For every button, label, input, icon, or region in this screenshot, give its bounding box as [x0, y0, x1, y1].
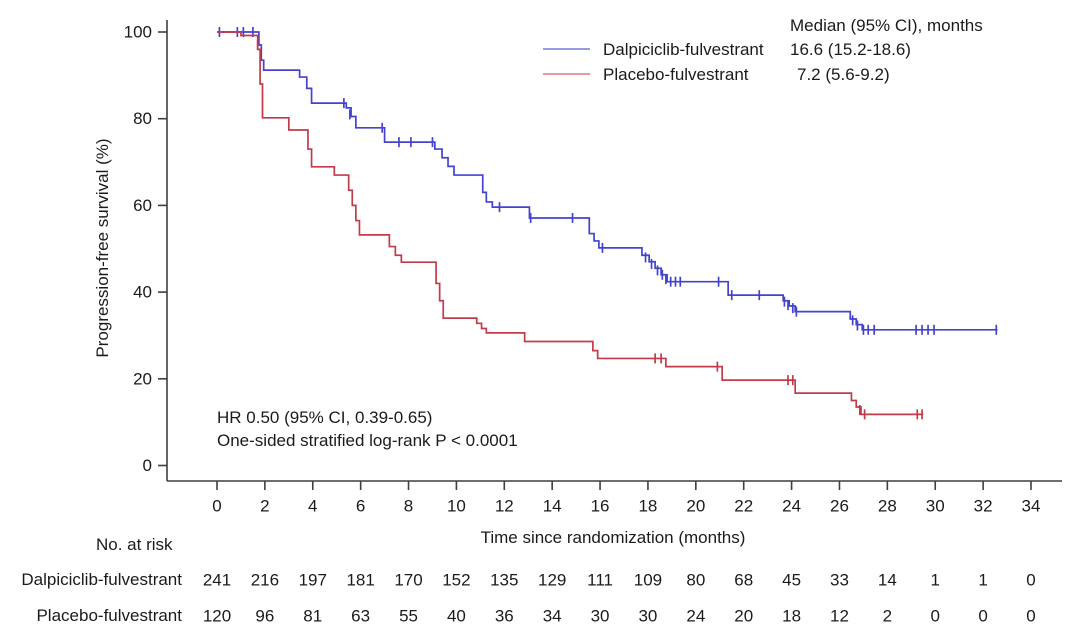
risk-value: 111	[587, 571, 613, 590]
risk-value: 55	[399, 607, 418, 626]
x-tick-label: 20	[686, 497, 705, 516]
x-tick-label: 0	[212, 497, 221, 516]
risk-value: 33	[830, 571, 849, 590]
risk-value: 120	[203, 607, 231, 626]
risk-value: 216	[251, 571, 279, 590]
x-tick-label: 18	[638, 497, 657, 516]
x-tick-label: 16	[591, 497, 610, 516]
y-tick-label: 100	[124, 23, 152, 42]
y-tick-label: 20	[133, 369, 152, 388]
legend-line-dalpiciclib	[543, 48, 590, 50]
risk-value: 30	[591, 607, 610, 626]
risk-row-label-placebo: Placebo-fulvestrant	[36, 606, 182, 625]
risk-value: 0	[931, 607, 940, 626]
risk-table-title: No. at risk	[96, 535, 173, 554]
x-tick-label: 24	[782, 497, 801, 516]
risk-value: 152	[442, 571, 470, 590]
risk-value: 241	[203, 571, 231, 590]
risk-value: 96	[255, 607, 274, 626]
x-tick-label: 14	[543, 497, 562, 516]
x-tick-label: 34	[1022, 497, 1041, 516]
legend-label-placebo: Placebo-fulvestrant	[603, 65, 749, 84]
risk-value: 135	[490, 571, 518, 590]
y-tick-label: 60	[133, 196, 152, 215]
y-tick-label: 80	[133, 109, 152, 128]
legend-label-dalpiciclib: Dalpiciclib-fulvestrant	[603, 40, 764, 59]
x-tick-label: 10	[447, 497, 466, 516]
risk-value: 68	[734, 571, 753, 590]
y-tick-label: 0	[143, 456, 152, 475]
x-tick-label: 28	[878, 497, 897, 516]
legend-median-placebo: 7.2 (5.6-9.2)	[797, 65, 890, 84]
risk-value: 80	[686, 571, 705, 590]
risk-value: 129	[538, 571, 566, 590]
risk-value: 14	[878, 571, 897, 590]
x-tick-label: 12	[495, 497, 514, 516]
risk-value: 45	[782, 571, 801, 590]
x-tick-label: 2	[260, 497, 269, 516]
x-tick-label: 22	[734, 497, 753, 516]
y-axis-title: Progression-free survival (%)	[93, 138, 112, 358]
legend-median-dalpiciclib: 16.6 (15.2-18.6)	[790, 40, 911, 59]
risk-value: 181	[346, 571, 374, 590]
hr-annotation-line1: HR 0.50 (95% CI, 0.39-0.65)	[217, 408, 433, 427]
risk-value: 36	[495, 607, 514, 626]
x-tick-label: 8	[404, 497, 413, 516]
legend-line-placebo	[543, 73, 590, 75]
risk-value: 20	[734, 607, 753, 626]
risk-value: 30	[638, 607, 657, 626]
risk-value: 63	[351, 607, 370, 626]
x-tick-label: 4	[308, 497, 317, 516]
risk-value: 0	[1026, 607, 1035, 626]
risk-value: 197	[299, 571, 327, 590]
hr-annotation-line2: One-sided stratified log-rank P < 0.0001	[217, 431, 518, 450]
risk-value: 1	[931, 571, 940, 590]
risk-value: 81	[303, 607, 322, 626]
risk-value: 12	[830, 607, 849, 626]
x-axis-title: Time since randomization (months)	[480, 528, 746, 547]
x-tick-label: 30	[926, 497, 945, 516]
x-tick-label: 32	[974, 497, 993, 516]
risk-value: 34	[543, 607, 562, 626]
x-tick-label: 6	[356, 497, 365, 516]
survival-curve-placebo	[217, 31, 924, 416]
hr-annotation: HR 0.50 (95% CI, 0.39-0.65) One-sided st…	[217, 406, 518, 452]
x-tick-label: 26	[830, 497, 849, 516]
risk-value: 18	[782, 607, 801, 626]
risk-value: 109	[634, 571, 662, 590]
risk-row-label-dalpiciclib: Dalpiciclib-fulvestrant	[21, 570, 182, 589]
risk-value: 0	[978, 607, 987, 626]
risk-value: 0	[1026, 571, 1035, 590]
y-tick-label: 40	[133, 283, 152, 302]
legend-median-header: Median (95% CI), months	[790, 16, 983, 35]
risk-value: 24	[686, 607, 705, 626]
risk-value: 40	[447, 607, 466, 626]
risk-value: 170	[394, 571, 422, 590]
survival-curve-dalpiciclib	[217, 31, 998, 331]
risk-value: 1	[978, 571, 987, 590]
risk-value: 2	[883, 607, 892, 626]
